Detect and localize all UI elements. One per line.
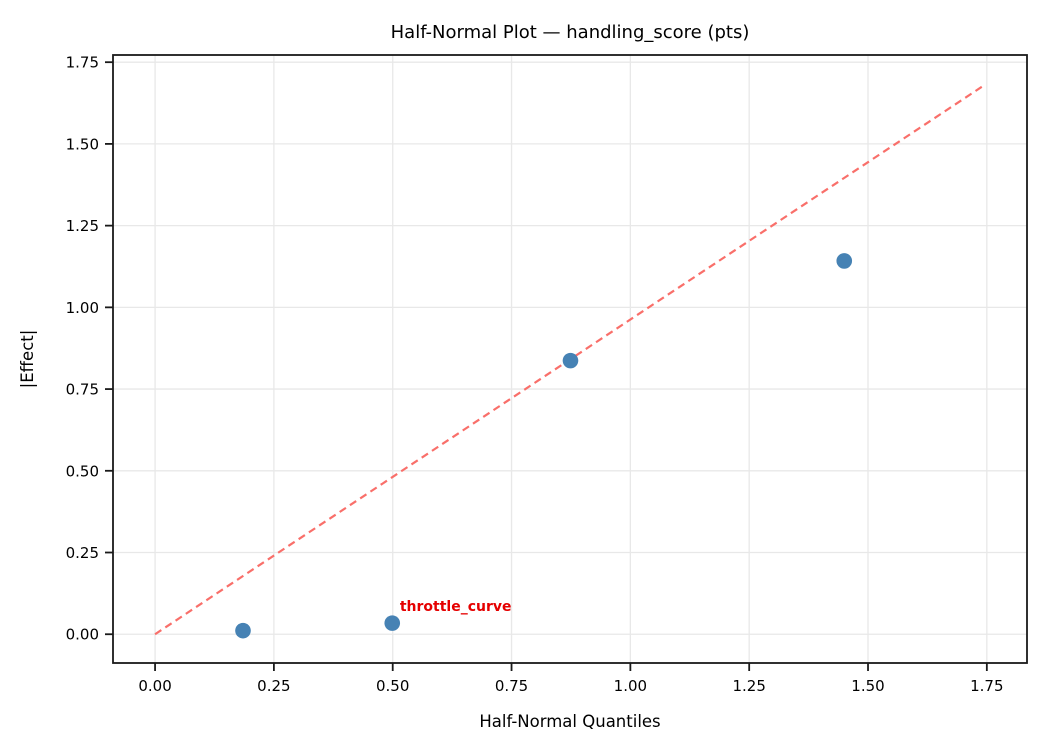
x-tick-label: 0.75 [495, 677, 528, 695]
y-tick-label: 1.50 [66, 135, 99, 153]
data-point [836, 253, 853, 269]
gridlines [113, 55, 1027, 663]
data-point [384, 615, 401, 631]
y-tick-label: 0.00 [66, 626, 99, 644]
y-axis-label: |Effect| [18, 330, 37, 389]
y-tick-label: 0.25 [66, 544, 99, 562]
data-point [562, 352, 579, 369]
axis-tick-labels: 0.00 0.25 0.50 0.75 1.00 1.25 1.50 1.75 0.00 0.25… [66, 54, 1004, 695]
y-tick-label: 1.00 [66, 299, 99, 317]
chart-title: Half-Normal Plot — handling_score (pts) [391, 22, 750, 43]
x-tick-label: 1.75 [970, 677, 1003, 695]
annotation-throttle-curve: throttle_curve [400, 599, 512, 615]
plot-area-border [112, 54, 1028, 664]
x-tick-label: 1.25 [732, 677, 765, 695]
x-tick-label: 0.25 [257, 677, 290, 695]
y-tick-label: 1.75 [66, 54, 99, 72]
x-axis-label: Half-Normal Quantiles [479, 712, 660, 731]
scatter-points [235, 253, 853, 639]
y-tick-label: 0.75 [66, 381, 99, 399]
data-point [235, 622, 251, 639]
y-tick-label: 0.50 [66, 462, 99, 480]
y-tick-label: 1.25 [66, 217, 99, 235]
x-tick-label: 0.50 [376, 677, 409, 695]
x-tick-label: 1.00 [614, 677, 647, 695]
axis-ticks [105, 61, 988, 671]
x-tick-label: 0.00 [138, 677, 171, 695]
x-tick-label: 1.50 [851, 677, 884, 695]
